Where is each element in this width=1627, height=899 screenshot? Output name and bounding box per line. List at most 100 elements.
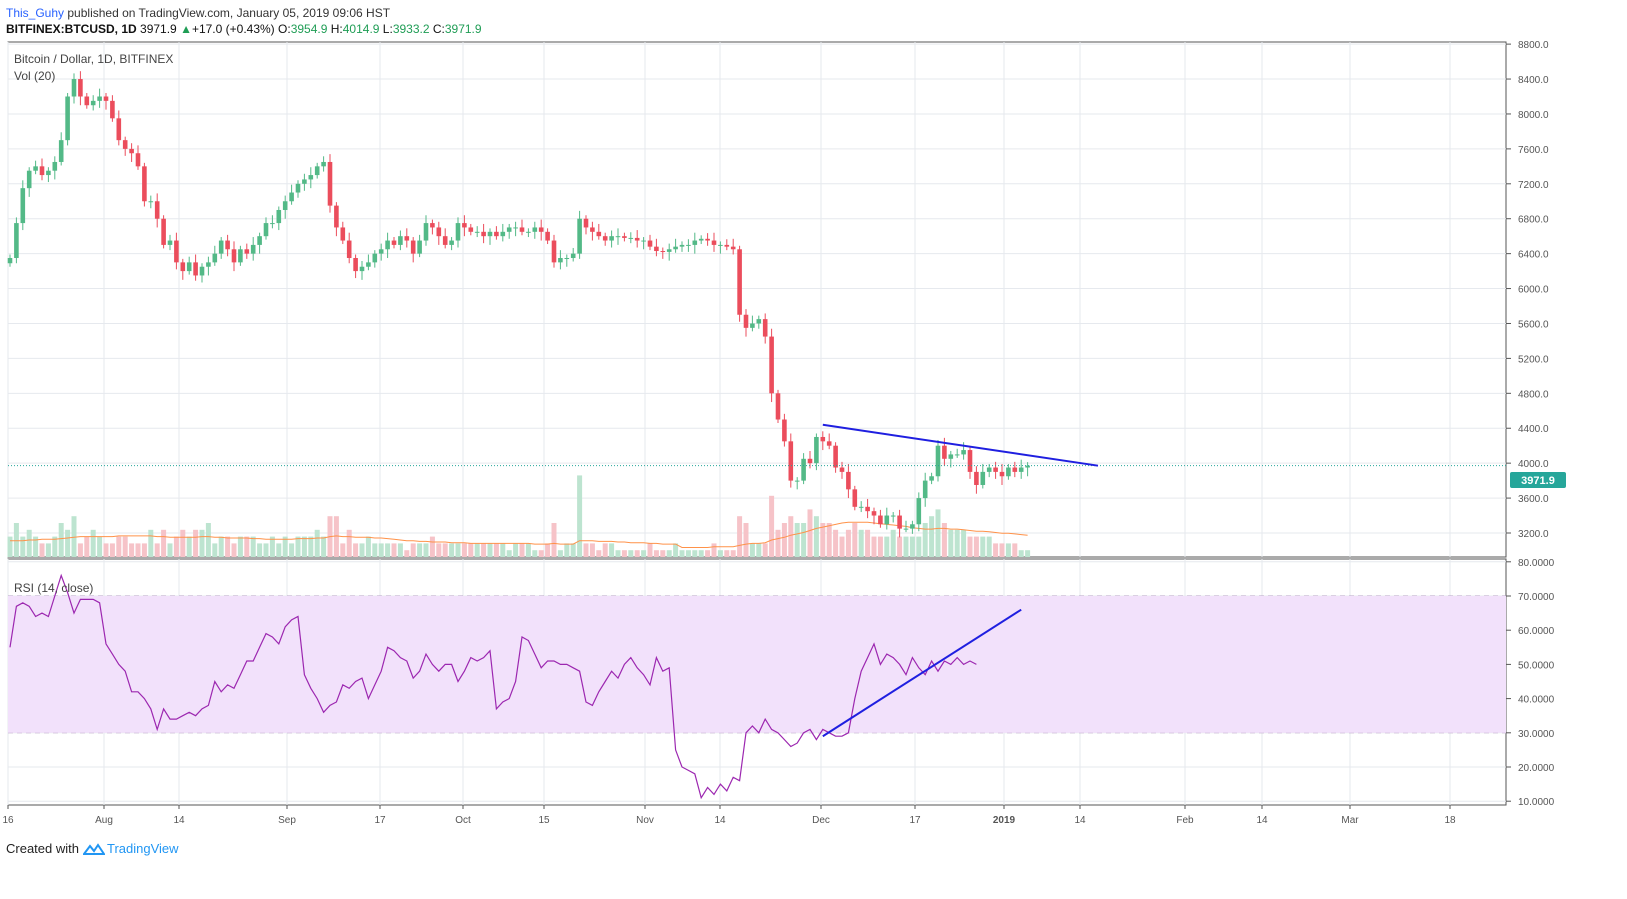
candle[interactable] (26, 167, 32, 197)
candle[interactable] (865, 498, 870, 519)
candle[interactable] (225, 234, 230, 257)
candle[interactable] (372, 250, 378, 268)
candle[interactable] (449, 237, 454, 251)
candle[interactable] (110, 95, 115, 122)
candle[interactable] (782, 413, 787, 447)
candle[interactable] (929, 472, 934, 485)
candle[interactable] (116, 110, 122, 146)
candle[interactable] (826, 433, 832, 450)
candle[interactable] (602, 232, 608, 246)
candle[interactable] (346, 232, 352, 264)
candle[interactable] (903, 520, 909, 533)
candle[interactable] (986, 464, 992, 478)
candle[interactable] (954, 448, 960, 458)
candle[interactable] (289, 184, 294, 205)
candle[interactable] (545, 228, 550, 245)
candle[interactable] (743, 309, 749, 337)
candle[interactable] (148, 195, 154, 209)
candle[interactable] (1006, 464, 1011, 480)
candle[interactable] (666, 243, 672, 261)
candle[interactable] (858, 501, 864, 513)
candle[interactable] (218, 237, 224, 259)
candle[interactable] (231, 241, 237, 272)
candle[interactable] (378, 243, 384, 261)
candle[interactable] (647, 234, 653, 251)
candle[interactable] (852, 485, 858, 511)
candle[interactable] (238, 245, 243, 266)
candle[interactable] (462, 215, 467, 237)
candle[interactable] (775, 389, 781, 424)
candle[interactable] (756, 315, 762, 329)
candle[interactable] (500, 223, 506, 242)
candle[interactable] (871, 507, 877, 525)
candle[interactable] (730, 238, 736, 255)
candle[interactable] (878, 509, 883, 528)
candle[interactable] (897, 509, 902, 538)
candle[interactable] (84, 93, 90, 109)
candle[interactable] (250, 237, 256, 261)
candle[interactable] (474, 226, 480, 238)
candle[interactable] (718, 241, 723, 254)
candle[interactable] (14, 217, 19, 264)
candle[interactable] (1025, 462, 1030, 477)
candle[interactable] (890, 512, 896, 523)
tradingview-brand[interactable]: TradingView (106, 841, 179, 856)
candle[interactable] (948, 450, 954, 468)
candle[interactable] (398, 230, 403, 251)
candle[interactable] (916, 492, 922, 532)
candle[interactable] (71, 73, 77, 104)
candle[interactable] (884, 507, 890, 530)
candle[interactable] (814, 433, 819, 471)
candle[interactable] (417, 234, 422, 258)
candle[interactable] (52, 156, 58, 180)
candle[interactable] (359, 261, 365, 280)
candle[interactable] (654, 238, 659, 257)
candle[interactable] (935, 440, 941, 482)
candle[interactable] (698, 235, 704, 245)
candle[interactable] (122, 136, 128, 156)
candle[interactable] (404, 228, 410, 248)
candle[interactable] (302, 173, 307, 191)
candle[interactable] (321, 156, 326, 172)
candle[interactable] (551, 234, 557, 268)
candle[interactable] (801, 453, 806, 485)
candle[interactable] (135, 145, 141, 170)
candle[interactable] (58, 132, 64, 166)
candle[interactable] (270, 215, 275, 229)
candle[interactable] (974, 466, 979, 494)
candles[interactable] (7, 71, 1030, 538)
candle[interactable] (33, 160, 38, 175)
candle[interactable] (334, 202, 339, 237)
candle[interactable] (154, 193, 160, 228)
candle[interactable] (762, 313, 768, 344)
candle[interactable] (519, 219, 525, 236)
candle[interactable] (39, 158, 45, 181)
candle[interactable] (615, 228, 621, 245)
candle[interactable] (686, 239, 691, 252)
candle[interactable] (295, 180, 301, 198)
candle[interactable] (558, 250, 563, 270)
candle[interactable] (212, 245, 218, 266)
candle[interactable] (526, 228, 531, 238)
candle[interactable] (622, 232, 627, 242)
candle[interactable] (468, 223, 474, 236)
candle[interactable] (20, 180, 26, 231)
candle[interactable] (839, 461, 845, 479)
candle[interactable] (206, 256, 211, 276)
candle[interactable] (788, 433, 794, 488)
candle[interactable] (442, 228, 448, 249)
candle[interactable] (340, 221, 346, 245)
candle[interactable] (180, 258, 186, 280)
candle[interactable] (366, 254, 371, 271)
author-link[interactable]: This_Guhy (6, 6, 65, 20)
candle[interactable] (391, 237, 397, 249)
candle[interactable] (455, 217, 461, 248)
candle[interactable] (634, 230, 640, 248)
candle[interactable] (282, 195, 288, 219)
candle[interactable] (628, 232, 634, 244)
candle[interactable] (353, 254, 358, 279)
candle[interactable] (769, 328, 774, 403)
candle[interactable] (711, 232, 717, 252)
candle[interactable] (494, 226, 499, 240)
